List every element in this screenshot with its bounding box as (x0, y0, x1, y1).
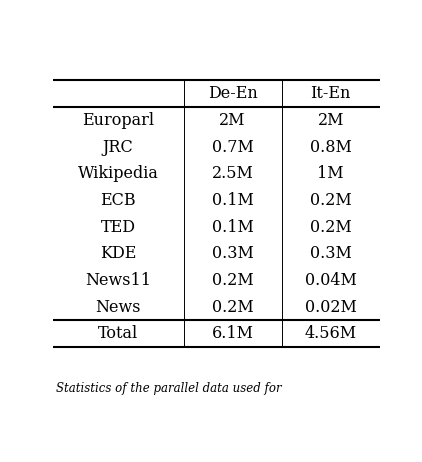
Text: 0.04M: 0.04M (305, 272, 357, 289)
Text: Statistics of the parallel data used for: Statistics of the parallel data used for (56, 382, 281, 395)
Text: JRC: JRC (103, 139, 133, 156)
Text: 6.1M: 6.1M (211, 325, 254, 342)
Text: 0.1M: 0.1M (212, 219, 254, 236)
Text: 0.7M: 0.7M (212, 139, 254, 156)
Text: 0.8M: 0.8M (310, 139, 352, 156)
Text: ECB: ECB (100, 192, 136, 209)
Text: De-En: De-En (208, 85, 257, 102)
Text: 2.5M: 2.5M (212, 165, 254, 182)
Text: Total: Total (98, 325, 138, 342)
Text: It-En: It-En (311, 85, 351, 102)
Text: 0.2M: 0.2M (212, 272, 254, 289)
Text: 1M: 1M (317, 165, 344, 182)
Text: News: News (95, 298, 141, 316)
Text: KDE: KDE (100, 245, 136, 262)
Text: Europarl: Europarl (82, 112, 154, 129)
Text: 0.3M: 0.3M (212, 245, 254, 262)
Text: 0.02M: 0.02M (305, 298, 357, 316)
Text: 0.2M: 0.2M (212, 298, 254, 316)
Text: News11: News11 (85, 272, 151, 289)
Text: 0.1M: 0.1M (212, 192, 254, 209)
Text: 4.56M: 4.56M (305, 325, 357, 342)
Text: 2M: 2M (317, 112, 344, 129)
Text: Wikipedia: Wikipedia (78, 165, 159, 182)
Text: 2M: 2M (219, 112, 246, 129)
Text: TED: TED (101, 219, 135, 236)
Text: 0.2M: 0.2M (310, 192, 352, 209)
Text: 0.3M: 0.3M (310, 245, 352, 262)
Text: 0.2M: 0.2M (310, 219, 352, 236)
